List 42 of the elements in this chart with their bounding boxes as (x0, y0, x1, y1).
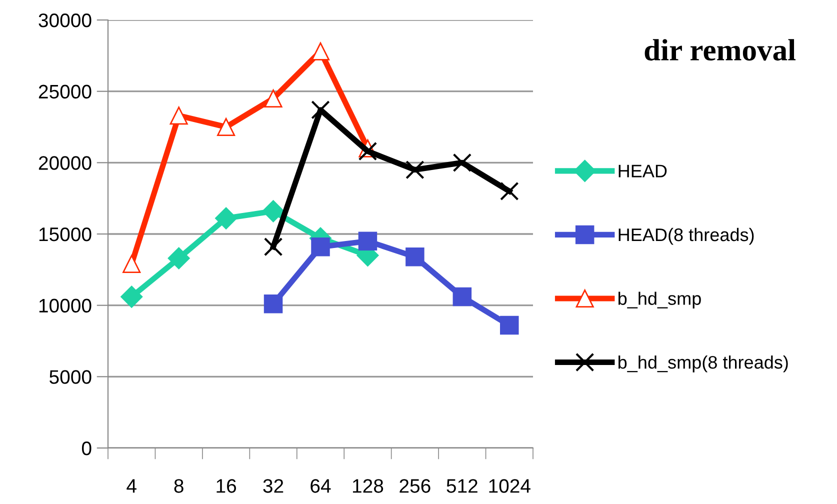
text: dir removal (644, 39, 796, 61)
point (262, 200, 284, 222)
point (358, 232, 378, 251)
point (168, 247, 190, 270)
x-tick-label: 32 (263, 479, 284, 493)
point (122, 254, 141, 273)
point (120, 286, 142, 308)
x-tick-label: 16 (216, 479, 236, 493)
legend-label: b_hd_smp(8 threads) (618, 355, 788, 372)
y-tick-label: 5000 (50, 370, 92, 384)
y-tick-label: 10000 (39, 298, 92, 313)
point (264, 89, 282, 108)
point (264, 237, 283, 256)
point (215, 207, 237, 230)
point (500, 316, 519, 335)
x-tick-label: 256 (400, 479, 430, 493)
legend-label: b_hd_smp (618, 292, 701, 309)
y-tick-label: 0 (82, 441, 92, 456)
point (452, 287, 472, 306)
point (358, 142, 378, 161)
y-tick-label: 20000 (38, 156, 92, 170)
point (311, 42, 330, 60)
x-tick-label: 8 (174, 479, 184, 493)
point (406, 160, 424, 180)
legend-label: HEAD(8 threads) (618, 228, 754, 245)
point (170, 106, 188, 125)
x-tick-label: 4 (126, 479, 136, 493)
x-tick-label: 1024 (489, 479, 530, 493)
y-tick-label: 25000 (38, 84, 92, 99)
x-tick-label: 64 (310, 479, 331, 493)
point (217, 118, 236, 136)
point (264, 294, 283, 314)
point (452, 153, 472, 172)
point (406, 247, 424, 266)
point (311, 100, 330, 120)
y-tick-label: 15000 (39, 227, 92, 242)
x-tick-label: 128 (352, 479, 384, 493)
legend-label: HEAD (618, 164, 667, 178)
x-tick-label: 512 (446, 479, 478, 493)
y-tick-label: 30000 (38, 13, 92, 28)
point (500, 182, 519, 201)
point (311, 237, 330, 256)
